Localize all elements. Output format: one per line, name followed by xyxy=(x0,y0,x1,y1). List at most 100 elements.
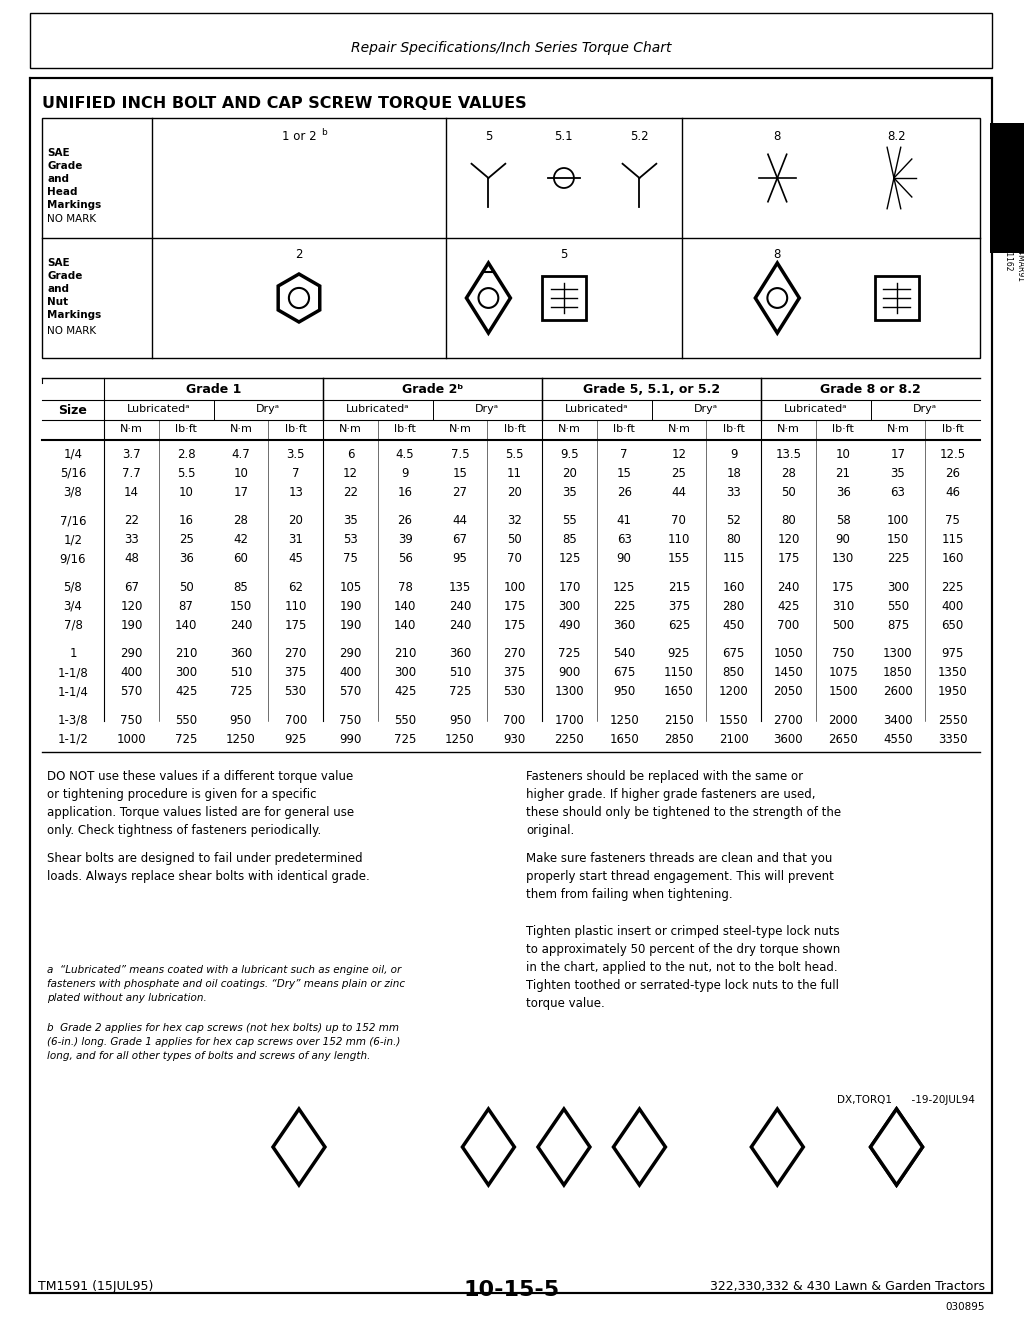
Text: and: and xyxy=(47,284,69,294)
Text: 16: 16 xyxy=(178,514,194,527)
Text: 1-1/8: 1-1/8 xyxy=(57,666,88,680)
Text: 2: 2 xyxy=(295,248,303,261)
Text: 2850: 2850 xyxy=(664,733,693,746)
Text: 8.2: 8.2 xyxy=(887,130,906,143)
Text: 190: 190 xyxy=(339,600,361,612)
Text: Grade 5, 5.1, or 5.2: Grade 5, 5.1, or 5.2 xyxy=(583,383,720,396)
Text: SAE: SAE xyxy=(47,148,70,158)
Text: 1-1/4: 1-1/4 xyxy=(57,685,88,698)
Text: 55: 55 xyxy=(562,514,577,527)
Text: 725: 725 xyxy=(558,647,581,660)
Text: 95: 95 xyxy=(453,553,467,566)
Text: 375: 375 xyxy=(504,666,525,680)
Text: 75: 75 xyxy=(343,553,357,566)
Text: 2600: 2600 xyxy=(883,685,912,698)
Text: 300: 300 xyxy=(558,600,581,612)
Circle shape xyxy=(767,288,787,307)
Text: 62: 62 xyxy=(288,580,303,594)
Text: 2550: 2550 xyxy=(938,714,968,726)
Text: 1650: 1650 xyxy=(609,733,639,746)
Polygon shape xyxy=(756,262,800,333)
Text: 175: 175 xyxy=(777,553,800,566)
Text: 150: 150 xyxy=(229,600,252,612)
Text: a  “Lubricated” means coated with a lubricant such as engine oil, or
fasteners w: a “Lubricated” means coated with a lubri… xyxy=(47,965,406,1003)
Text: 50: 50 xyxy=(781,486,796,498)
Text: N·m: N·m xyxy=(449,424,471,435)
Text: 450: 450 xyxy=(723,619,744,632)
Text: 240: 240 xyxy=(229,619,252,632)
Text: 1650: 1650 xyxy=(664,685,693,698)
Text: 1000: 1000 xyxy=(117,733,146,746)
Text: 1/2: 1/2 xyxy=(63,533,83,546)
Text: 80: 80 xyxy=(781,514,796,527)
Text: 175: 175 xyxy=(504,600,525,612)
Text: 35: 35 xyxy=(562,486,577,498)
Text: SAE: SAE xyxy=(47,258,70,268)
Text: 22: 22 xyxy=(343,486,357,498)
Text: 375: 375 xyxy=(668,600,690,612)
Text: 290: 290 xyxy=(120,647,142,660)
Text: 2700: 2700 xyxy=(773,714,803,726)
Text: Nut: Nut xyxy=(47,297,69,307)
Text: 975: 975 xyxy=(941,647,964,660)
Text: 1050: 1050 xyxy=(773,647,803,660)
Text: 1250: 1250 xyxy=(226,733,256,746)
Text: 4550: 4550 xyxy=(883,733,912,746)
Text: 9/16: 9/16 xyxy=(59,553,86,566)
Circle shape xyxy=(554,168,573,188)
Text: 115: 115 xyxy=(723,553,744,566)
Text: 36: 36 xyxy=(836,486,851,498)
Polygon shape xyxy=(870,1109,923,1185)
Text: lb·ft: lb·ft xyxy=(942,424,964,435)
Text: N·m: N·m xyxy=(120,424,142,435)
Text: 17: 17 xyxy=(233,486,249,498)
Text: 360: 360 xyxy=(449,647,471,660)
Text: 10: 10 xyxy=(233,466,248,480)
Text: 28: 28 xyxy=(781,466,796,480)
Text: DX,TORQ1      -19-20JUL94: DX,TORQ1 -19-20JUL94 xyxy=(838,1094,975,1105)
Text: Lubricatedᵃ: Lubricatedᵃ xyxy=(127,404,190,413)
Text: 5: 5 xyxy=(484,130,493,143)
Text: Grade: Grade xyxy=(47,272,82,281)
Text: 20: 20 xyxy=(507,486,522,498)
Text: 2.8: 2.8 xyxy=(177,448,196,461)
Text: 25: 25 xyxy=(178,533,194,546)
Text: 225: 225 xyxy=(613,600,635,612)
Text: 750: 750 xyxy=(339,714,361,726)
Text: NO MARK: NO MARK xyxy=(47,215,96,224)
Text: 1150: 1150 xyxy=(664,666,693,680)
Text: 700: 700 xyxy=(777,619,800,632)
Text: 80: 80 xyxy=(726,533,741,546)
Text: 15: 15 xyxy=(453,466,467,480)
Text: 33: 33 xyxy=(726,486,741,498)
Bar xyxy=(30,13,992,68)
Text: 2250: 2250 xyxy=(555,733,585,746)
Text: Markings: Markings xyxy=(47,200,101,209)
Text: 300: 300 xyxy=(394,666,416,680)
Text: 140: 140 xyxy=(394,619,417,632)
Text: lb·ft: lb·ft xyxy=(504,424,525,435)
Text: 90: 90 xyxy=(836,533,851,546)
Text: 125: 125 xyxy=(558,553,581,566)
Text: 280: 280 xyxy=(723,600,744,612)
Text: 140: 140 xyxy=(394,600,417,612)
Text: 1450: 1450 xyxy=(773,666,803,680)
Text: 78: 78 xyxy=(397,580,413,594)
Text: 270: 270 xyxy=(504,647,525,660)
Text: 7/16: 7/16 xyxy=(59,514,86,527)
Text: 3.7: 3.7 xyxy=(122,448,140,461)
Text: 7.5: 7.5 xyxy=(451,448,469,461)
Text: TS1162: TS1162 xyxy=(1004,242,1013,272)
Text: 725: 725 xyxy=(175,733,198,746)
Text: 63: 63 xyxy=(616,533,632,546)
Circle shape xyxy=(289,288,309,309)
Text: 125: 125 xyxy=(613,580,635,594)
Text: 33: 33 xyxy=(124,533,138,546)
Text: 67: 67 xyxy=(453,533,467,546)
Text: 675: 675 xyxy=(613,666,635,680)
Text: TM1591 (15JUL95): TM1591 (15JUL95) xyxy=(38,1280,154,1293)
Text: 1850: 1850 xyxy=(883,666,912,680)
Text: 5: 5 xyxy=(560,248,567,261)
Bar xyxy=(990,123,1024,253)
Text: N·m: N·m xyxy=(558,424,581,435)
